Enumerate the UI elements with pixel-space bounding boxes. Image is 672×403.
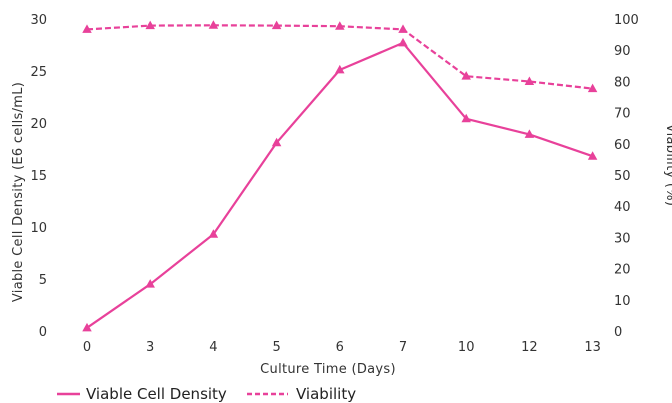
legend-label-vcd: Viable Cell Density [86,385,227,403]
right-tick-label: 70 [614,107,631,122]
left-tick-label: 25 [30,65,47,80]
x-tick-label: 12 [521,340,538,355]
viability-point [145,20,155,30]
vcd-point [587,151,598,160]
right-tick-label: 80 [614,75,631,90]
x-tick-label: 0 [83,340,91,355]
vcd-point [524,129,535,138]
vcd-line [86,41,593,329]
vcd-point [398,37,408,47]
legend: Viable Cell Density Viability [57,385,356,403]
viability-point [335,21,345,30]
viability-point [208,20,219,29]
series-layer [82,20,598,332]
viability-point [524,76,535,85]
right-tick-label: 100 [614,13,639,28]
left-tick-label: 10 [30,221,47,236]
left-tick-label: 5 [39,273,47,288]
x-tick-label: 13 [584,340,601,355]
x-tick-label: 6 [336,340,344,355]
right-tick-label: 30 [614,231,631,246]
viability-point [82,24,92,33]
left-tick-label: 0 [39,325,47,340]
x-axis-ticks: 0 3 4 5 6 7 10 12 13 [83,340,601,355]
viability-point [461,71,471,80]
right-axis-title: Viability (%) [663,124,672,207]
vcd-point [461,113,471,123]
right-tick-label: 20 [614,263,631,278]
right-tick-label: 50 [614,169,631,184]
viability-line [86,24,593,90]
right-tick-label: 10 [614,294,631,309]
viability-point [398,24,408,33]
viability-point [587,83,598,93]
left-axis-ticks: 0 5 10 15 20 25 30 [30,13,47,340]
right-tick-label: 60 [614,138,631,153]
x-tick-label: 3 [146,340,154,355]
right-tick-label: 90 [614,44,631,59]
vcd-point [335,64,345,74]
x-axis-title: Culture Time (Days) [260,362,396,377]
vcd-point [208,229,219,238]
vcd-point [145,279,155,288]
left-tick-label: 30 [30,13,47,28]
left-tick-label: 15 [30,169,47,184]
legend-label-viability: Viability [296,385,356,403]
right-tick-label: 40 [614,200,631,215]
x-tick-label: 7 [399,340,407,355]
left-axis-title: Viable Cell Density (E6 cells/mL) [11,82,26,302]
right-axis-ticks: 0 10 20 30 40 50 60 70 80 90 100 [614,13,639,340]
x-tick-label: 5 [272,340,280,355]
left-tick-label: 20 [30,117,47,132]
x-tick-label: 10 [458,340,475,355]
vcd-point [82,322,92,332]
vcd-point [271,137,282,147]
right-tick-label: 0 [614,325,622,340]
x-tick-label: 4 [209,340,217,355]
viability-point [271,20,282,30]
